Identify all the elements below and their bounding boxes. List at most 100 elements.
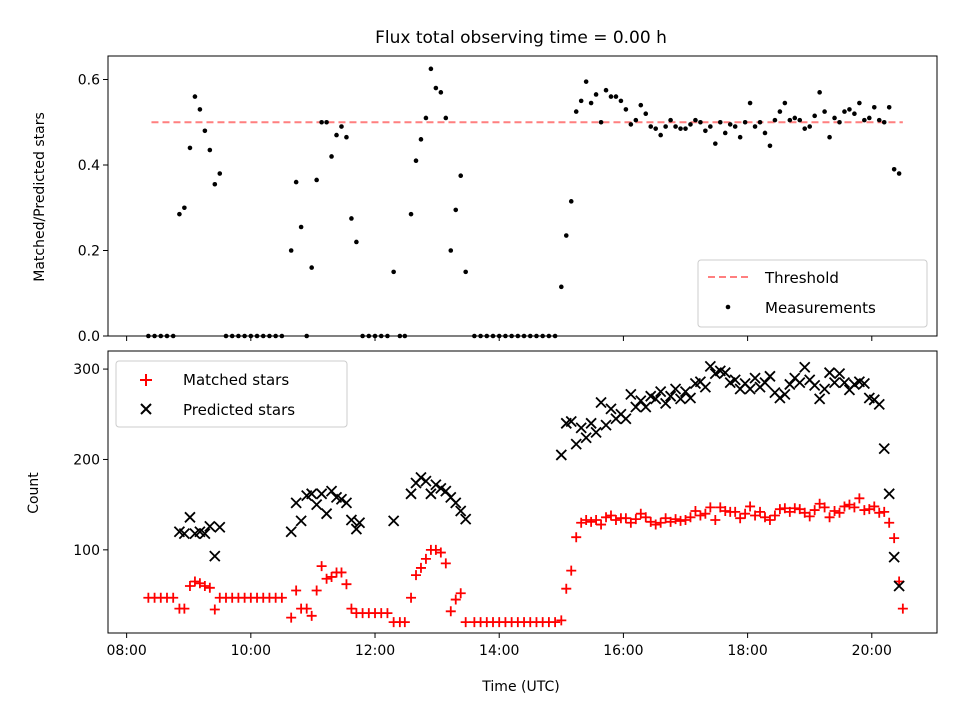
data-point (722, 130, 728, 136)
data-point (276, 592, 287, 603)
data-point (886, 104, 892, 110)
data-point (698, 119, 703, 125)
data-point (630, 401, 642, 413)
data-point (674, 393, 687, 405)
x-tick-label: 08:00 (106, 643, 146, 659)
legend-predicted-label: Predicted stars (183, 401, 295, 419)
data-point (620, 513, 631, 524)
data-point (324, 119, 329, 125)
data-point (566, 565, 577, 576)
data-point (568, 199, 574, 204)
data-point (593, 92, 599, 97)
data-point (719, 367, 731, 379)
data-point (326, 571, 337, 582)
data-point (605, 403, 617, 415)
data-point (767, 143, 773, 149)
data-point (640, 401, 652, 413)
data-point (859, 505, 870, 516)
data-point (291, 585, 302, 596)
data-point (648, 124, 654, 129)
series-cross (173, 360, 905, 592)
data-point (425, 488, 437, 500)
data-point (797, 117, 803, 123)
data-point (809, 379, 821, 391)
data-point (732, 124, 738, 129)
data-point (316, 561, 327, 572)
y-tick-label: 0.2 (78, 244, 100, 260)
y-tick-label: 300 (73, 362, 100, 378)
data-point (605, 510, 616, 521)
data-point (217, 171, 223, 176)
series-plus (143, 493, 908, 628)
data-point (819, 502, 830, 513)
data-point (288, 248, 294, 253)
data-point (344, 134, 349, 140)
data-point (586, 516, 597, 527)
data-point (779, 388, 791, 401)
bottom-legend-box (115, 360, 348, 428)
data-point (643, 111, 649, 117)
data-point (628, 122, 634, 127)
data-point (818, 383, 831, 395)
data-point (837, 119, 842, 125)
data-point (813, 393, 826, 405)
data-point (420, 553, 431, 564)
data-point (192, 94, 198, 99)
data-point (822, 109, 827, 114)
data-point (727, 122, 733, 127)
data-point (690, 505, 701, 516)
data-point (286, 612, 297, 623)
data-point (683, 126, 688, 131)
data-point (873, 398, 885, 410)
data-point (603, 87, 609, 93)
data-point (704, 360, 716, 373)
data-point (182, 205, 187, 211)
data-point (600, 419, 612, 431)
data-point (306, 610, 317, 621)
top-panel: 0.0 0.2 0.4 0.6 (78, 55, 938, 345)
data-point (406, 592, 417, 603)
data-point (630, 514, 641, 525)
data-point (455, 505, 467, 517)
data-point (339, 124, 344, 129)
data-point (650, 519, 661, 530)
data-point (854, 493, 865, 504)
data-point (411, 570, 422, 581)
data-point (336, 567, 347, 578)
data-point (650, 393, 662, 405)
data-point (752, 124, 758, 129)
data-point (878, 442, 890, 455)
data-point (168, 592, 179, 603)
data-point (867, 115, 872, 121)
data-point (581, 515, 592, 526)
data-point (688, 122, 693, 127)
data-point (842, 109, 847, 114)
data-point (187, 145, 193, 151)
data-point (699, 381, 712, 393)
data-point (455, 588, 466, 599)
y-tick-label: 0.6 (78, 73, 100, 89)
data-point (742, 119, 748, 125)
data-point (458, 173, 464, 178)
data-point (834, 507, 845, 518)
data-point (596, 519, 607, 530)
bottom-y-axis-label: Count (26, 472, 42, 514)
data-point (440, 485, 452, 497)
data-point (710, 515, 721, 526)
data-point (405, 488, 417, 500)
axes-frame (107, 350, 938, 634)
data-point (874, 507, 885, 518)
data-point (876, 117, 882, 123)
data-point (561, 583, 572, 594)
data-point (625, 388, 637, 401)
top-y-axis-label: Matched/Predicted stars (32, 112, 48, 282)
data-point (321, 573, 332, 584)
data-point (399, 617, 410, 628)
data-point (601, 512, 612, 523)
data-point (350, 523, 363, 535)
data-point (415, 471, 427, 484)
data-point (730, 506, 741, 517)
legend-threshold-label: Threshold (764, 269, 839, 287)
bottom-panel: 100 200 300 08:00 10:00 12:00 14:00 16:00 18:00 2… (73, 350, 938, 659)
data-point (744, 383, 756, 395)
